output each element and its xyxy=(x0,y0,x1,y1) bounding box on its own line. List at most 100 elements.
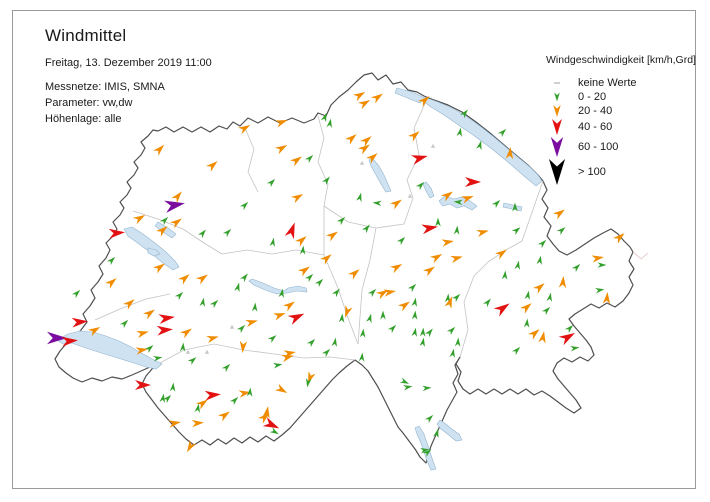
lake-zurich xyxy=(368,158,392,193)
wind-arrow xyxy=(415,181,425,191)
wind-arrow xyxy=(407,283,417,293)
wind-arrow xyxy=(191,419,204,428)
wind-arrow xyxy=(453,225,460,235)
wind-arrow xyxy=(236,324,246,334)
wind-arrow xyxy=(558,276,567,289)
wind-arrow xyxy=(370,93,383,104)
wind-arrow xyxy=(541,306,551,316)
wind-arrow xyxy=(142,309,155,320)
wind-arrow xyxy=(178,274,190,285)
wind-arrow xyxy=(267,335,277,344)
legend-label: 20 - 40 xyxy=(578,105,613,117)
wind-arrow xyxy=(357,100,371,110)
wind-arrow xyxy=(144,345,154,354)
wind-arrow xyxy=(331,288,340,298)
wind-arrow xyxy=(419,337,425,347)
wind-arrow xyxy=(352,92,366,102)
wind-arrow xyxy=(174,291,184,301)
wind-arrow xyxy=(380,310,386,320)
wind-arrow xyxy=(135,347,148,355)
wind-arrow xyxy=(493,303,510,317)
wind-arrow xyxy=(613,233,625,244)
wind-arrow xyxy=(564,324,574,334)
wind-arrow xyxy=(153,144,165,156)
wind-arrow xyxy=(331,337,337,347)
wind-arrow xyxy=(274,383,288,393)
wind-arrow xyxy=(204,390,221,401)
station-no-value-marker xyxy=(185,349,191,354)
lake-neuchatel xyxy=(123,226,180,271)
wind-arrow xyxy=(179,328,192,339)
legend-item-o: 20 - 40 xyxy=(546,104,696,118)
wind-arrow xyxy=(366,153,378,164)
wind-arrow xyxy=(597,262,607,268)
lake-geneva xyxy=(56,330,163,370)
wind-arrow xyxy=(344,305,353,318)
wind-arrow xyxy=(159,393,165,403)
lake-thun-brienz xyxy=(248,278,308,295)
wind-arrow xyxy=(456,127,462,137)
wind-arrow xyxy=(372,200,382,207)
wind-arrow xyxy=(497,128,507,138)
wind-arrow xyxy=(571,263,581,273)
wind-arrow xyxy=(338,313,345,323)
wind-arrow xyxy=(169,218,182,229)
wind-arrow xyxy=(411,310,418,320)
wind-arrow xyxy=(356,192,362,203)
wind-arrow xyxy=(602,292,611,305)
legend-item-p: 60 - 100 xyxy=(546,136,696,158)
wind-arrow xyxy=(304,154,314,164)
legend-arrow-icon xyxy=(548,159,566,185)
wind-arrow xyxy=(187,439,197,453)
legend-items: keine Werte 0 - 20 20 - 40 40 - 60 60 - 100 >… xyxy=(546,76,696,186)
wind-arrow xyxy=(273,363,283,369)
wind-arrow xyxy=(159,216,169,226)
wind-arrow xyxy=(408,131,420,142)
wind-arrow xyxy=(221,363,231,373)
legend-item-g: 0 - 20 xyxy=(546,90,696,104)
station-no-value-marker xyxy=(430,143,436,148)
plot-frame xyxy=(12,10,696,489)
wind-arrow xyxy=(135,380,151,390)
wind-arrow xyxy=(197,229,206,239)
wind-arrow xyxy=(307,371,316,384)
wind-arrow xyxy=(258,413,270,424)
legend-arrow-icon xyxy=(550,137,564,157)
wind-arrow xyxy=(168,420,181,428)
legend-arrow-icon xyxy=(554,92,560,102)
wind-arrow xyxy=(476,229,489,238)
wind-arrow xyxy=(348,269,360,280)
wind-arrow xyxy=(269,237,275,247)
legend-label: > 100 xyxy=(578,166,606,178)
lake-walen xyxy=(502,202,523,212)
wind-arrow xyxy=(239,273,248,283)
wind-arrow xyxy=(536,255,542,265)
wind-arrow xyxy=(336,216,346,226)
lake-murten xyxy=(147,247,161,257)
wind-arrow xyxy=(326,118,332,128)
legend-label: keine Werte xyxy=(578,77,637,89)
legend-item-r: 40 - 60 xyxy=(546,118,696,136)
wind-arrow xyxy=(266,178,276,188)
wind-arrow xyxy=(238,390,251,398)
wind-arrow xyxy=(511,346,521,356)
legend-item-b: > 100 xyxy=(546,158,696,186)
page-title: Windmittel xyxy=(45,26,127,45)
wind-arrow xyxy=(465,177,481,187)
wind-arrow xyxy=(422,385,432,392)
wind-arrow xyxy=(217,411,230,422)
legend-arrow-icon xyxy=(554,82,560,84)
wind-arrow xyxy=(169,382,176,392)
date-line: Freitag, 13. Dezember 2019 11:00 xyxy=(45,57,212,69)
wind-arrow xyxy=(461,195,474,204)
wind-arrow xyxy=(295,236,307,247)
wind-arrow xyxy=(361,224,370,234)
wind-arrow xyxy=(505,147,514,160)
meta-networks: Messnetze: IMIS, SMNA xyxy=(45,81,165,93)
wind-arrow xyxy=(239,340,248,353)
wind-arrow xyxy=(359,328,366,338)
wind-arrow xyxy=(306,378,312,388)
wind-arrow xyxy=(451,293,461,303)
wind-arrow xyxy=(299,245,306,255)
